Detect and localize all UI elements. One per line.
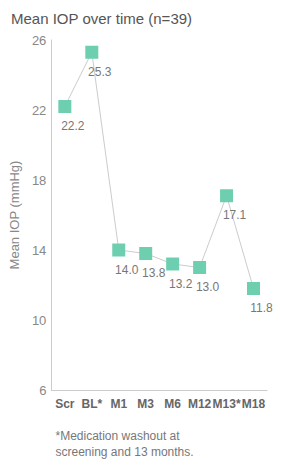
svg-text:26: 26 (32, 33, 46, 48)
svg-text:M1: M1 (110, 397, 127, 411)
svg-text:13.8: 13.8 (142, 266, 166, 280)
svg-text:screening and 13 months.: screening and 13 months. (56, 445, 194, 459)
svg-text:22.2: 22.2 (61, 119, 85, 133)
svg-text:11.8: 11.8 (250, 301, 273, 315)
svg-text:14: 14 (32, 243, 46, 258)
svg-text:25.3: 25.3 (88, 65, 112, 79)
svg-text:13.2: 13.2 (169, 277, 193, 291)
svg-text:14.0: 14.0 (115, 263, 139, 277)
svg-text:M13*: M13* (213, 397, 241, 411)
svg-text:BL*: BL* (81, 397, 102, 411)
svg-text:10: 10 (32, 313, 46, 328)
svg-text:Scr: Scr (55, 397, 75, 411)
svg-text:18: 18 (32, 173, 46, 188)
svg-text:M12: M12 (188, 397, 212, 411)
svg-text:22: 22 (32, 103, 46, 118)
svg-text:17.1: 17.1 (223, 208, 247, 222)
svg-text:M3: M3 (137, 397, 154, 411)
svg-text:*Medication washout at: *Medication washout at (56, 429, 183, 443)
svg-text:M18: M18 (242, 397, 266, 411)
svg-text:13.0: 13.0 (196, 280, 220, 294)
svg-text:6: 6 (39, 383, 46, 398)
svg-text:Mean IOP (mmHg): Mean IOP (mmHg) (7, 161, 22, 270)
svg-text:M6: M6 (164, 397, 181, 411)
svg-text:Mean IOP over time (n=39): Mean IOP over time (n=39) (11, 10, 192, 27)
